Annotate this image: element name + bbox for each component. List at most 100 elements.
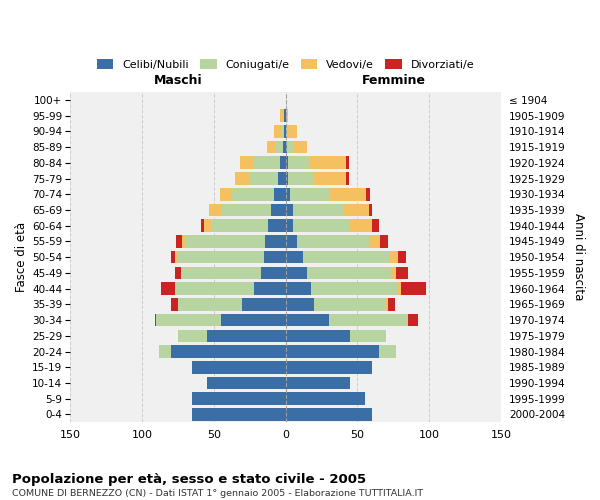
Bar — [286, 361, 372, 374]
Bar — [286, 346, 379, 358]
Bar — [170, 298, 178, 310]
Bar — [254, 156, 280, 169]
Bar — [175, 282, 254, 295]
Bar — [366, 188, 370, 200]
Bar — [286, 172, 289, 185]
Bar — [178, 330, 206, 342]
Bar — [369, 204, 372, 216]
Bar — [386, 298, 388, 310]
Bar — [391, 266, 396, 279]
Bar — [192, 392, 286, 405]
Bar — [176, 235, 182, 248]
Bar — [286, 188, 290, 200]
Bar — [398, 282, 401, 295]
Bar — [343, 204, 369, 216]
Bar — [211, 220, 268, 232]
Bar — [182, 235, 187, 248]
Bar — [297, 235, 369, 248]
Bar — [161, 282, 175, 295]
Bar — [388, 298, 395, 310]
Bar — [170, 346, 286, 358]
Bar — [209, 204, 221, 216]
Bar — [203, 220, 211, 232]
Bar — [280, 156, 286, 169]
Bar — [175, 251, 178, 264]
Bar — [268, 220, 286, 232]
Bar — [286, 266, 307, 279]
Bar — [350, 330, 386, 342]
Bar — [274, 188, 286, 200]
Bar — [303, 251, 389, 264]
Bar — [286, 251, 303, 264]
Bar — [286, 408, 372, 421]
Bar — [286, 235, 297, 248]
Bar — [281, 125, 284, 138]
Bar — [187, 235, 265, 248]
Bar — [206, 330, 286, 342]
Bar — [178, 251, 264, 264]
Bar — [398, 251, 406, 264]
Bar — [369, 235, 380, 248]
Legend: Celibi/Nubili, Coniugati/e, Vedovi/e, Divorziati/e: Celibi/Nubili, Coniugati/e, Vedovi/e, Di… — [92, 54, 479, 74]
Bar — [286, 110, 289, 122]
Bar — [271, 204, 286, 216]
Bar — [329, 314, 408, 326]
Bar — [265, 235, 286, 248]
Bar — [221, 204, 271, 216]
Bar — [155, 314, 156, 326]
Bar — [275, 141, 283, 154]
Text: Popolazione per età, sesso e stato civile - 2005: Popolazione per età, sesso e stato civil… — [12, 472, 366, 486]
Bar — [182, 266, 261, 279]
Bar — [284, 110, 286, 122]
Text: COMUNE DI BERNEZZO (CN) - Dati ISTAT 1° gennaio 2005 - Elaborazione TUTTITALIA.I: COMUNE DI BERNEZZO (CN) - Dati ISTAT 1° … — [12, 489, 423, 498]
Bar — [274, 125, 281, 138]
Bar — [254, 282, 286, 295]
Bar — [293, 141, 307, 154]
Bar — [283, 141, 286, 154]
Bar — [286, 220, 293, 232]
Bar — [267, 141, 275, 154]
Bar — [401, 282, 427, 295]
Bar — [261, 266, 286, 279]
Bar — [159, 346, 170, 358]
Bar — [293, 204, 343, 216]
Bar — [286, 125, 289, 138]
Bar — [286, 314, 329, 326]
Text: Femmine: Femmine — [361, 74, 425, 88]
Bar — [264, 251, 286, 264]
Bar — [346, 172, 349, 185]
Bar — [408, 314, 418, 326]
Bar — [287, 141, 293, 154]
Bar — [178, 298, 242, 310]
Bar — [284, 125, 286, 138]
Bar — [231, 188, 274, 200]
Text: Maschi: Maschi — [154, 74, 202, 88]
Bar — [192, 408, 286, 421]
Bar — [286, 204, 293, 216]
Bar — [286, 330, 350, 342]
Bar — [311, 282, 398, 295]
Bar — [250, 172, 278, 185]
Bar — [379, 346, 396, 358]
Bar — [314, 172, 346, 185]
Bar — [396, 266, 408, 279]
Bar — [380, 235, 388, 248]
Bar — [283, 110, 284, 122]
Bar — [289, 125, 297, 138]
Bar — [289, 172, 314, 185]
Bar — [310, 156, 346, 169]
Bar — [156, 314, 221, 326]
Bar — [235, 172, 250, 185]
Bar — [286, 376, 350, 390]
Bar — [286, 156, 289, 169]
Bar — [201, 220, 203, 232]
Bar — [175, 266, 181, 279]
Bar — [242, 298, 286, 310]
Bar — [307, 266, 391, 279]
Bar — [181, 266, 182, 279]
Bar — [221, 314, 286, 326]
Bar — [192, 361, 286, 374]
Y-axis label: Anni di nascita: Anni di nascita — [572, 214, 585, 301]
Bar — [280, 110, 283, 122]
Bar — [286, 282, 311, 295]
